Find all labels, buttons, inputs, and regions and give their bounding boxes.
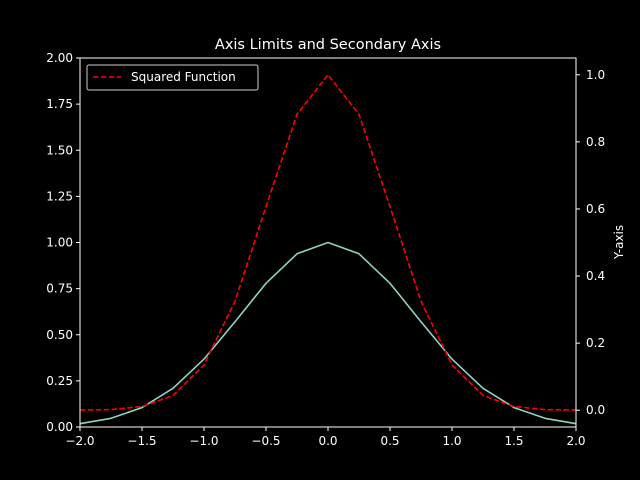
x-tick-label: 1.0 bbox=[442, 434, 461, 448]
y-tick-label-left: 2.00 bbox=[46, 51, 73, 65]
y-tick-label-left: 1.00 bbox=[46, 236, 73, 250]
legend-label-squared-function: Squared Function bbox=[131, 70, 236, 84]
x-tick-label: −0.5 bbox=[251, 434, 280, 448]
y-tick-label-right: 0.4 bbox=[586, 269, 605, 283]
y-tick-label-left: 0.25 bbox=[46, 374, 73, 388]
y-tick-label-right: 0.2 bbox=[586, 336, 605, 350]
series-layer bbox=[79, 74, 577, 425]
right-axis-label: Y-axis bbox=[612, 225, 626, 260]
legend-box bbox=[86, 64, 259, 91]
y-axis-right: 0.0 0.2 0.4 0.6 0.8 1.0 bbox=[576, 68, 605, 417]
x-tick-label: 0.0 bbox=[318, 434, 337, 448]
x-tick-label: 2.0 bbox=[566, 434, 585, 448]
y-axis-left: 0.00 0.25 0.50 0.75 1.00 1.25 1.50 1.75 2.00 bbox=[46, 51, 80, 434]
series-line-0 bbox=[79, 241, 577, 425]
x-tick-label: −1.0 bbox=[189, 434, 218, 448]
legend: Squared Function bbox=[86, 64, 259, 91]
y-tick-label-left: 0.00 bbox=[46, 420, 73, 434]
y-tick-label-right: 1.0 bbox=[586, 68, 605, 82]
y-tick-label-right: 0.6 bbox=[586, 202, 605, 216]
y-tick-label-left: 1.50 bbox=[46, 143, 73, 157]
series-line-1 bbox=[79, 74, 577, 411]
y-tick-label-left: 1.25 bbox=[46, 189, 73, 203]
x-tick-label: 0.5 bbox=[380, 434, 399, 448]
x-tick-label: −2.0 bbox=[65, 434, 94, 448]
y-tick-label-left: 1.75 bbox=[46, 97, 73, 111]
y-tick-label-left: 0.75 bbox=[46, 282, 73, 296]
x-tick-label: 1.5 bbox=[504, 434, 523, 448]
x-tick-label: −1.5 bbox=[127, 434, 156, 448]
y-tick-label-right: 0.8 bbox=[586, 135, 605, 149]
x-axis: −2.0 −1.5 −1.0 −0.5 0.0 0.5 1.0 1.5 2.0 bbox=[65, 427, 586, 448]
chart-title: Axis Limits and Secondary Axis bbox=[215, 37, 441, 53]
y-tick-label-right: 0.0 bbox=[586, 403, 605, 417]
y-tick-label-left: 0.50 bbox=[46, 328, 73, 342]
